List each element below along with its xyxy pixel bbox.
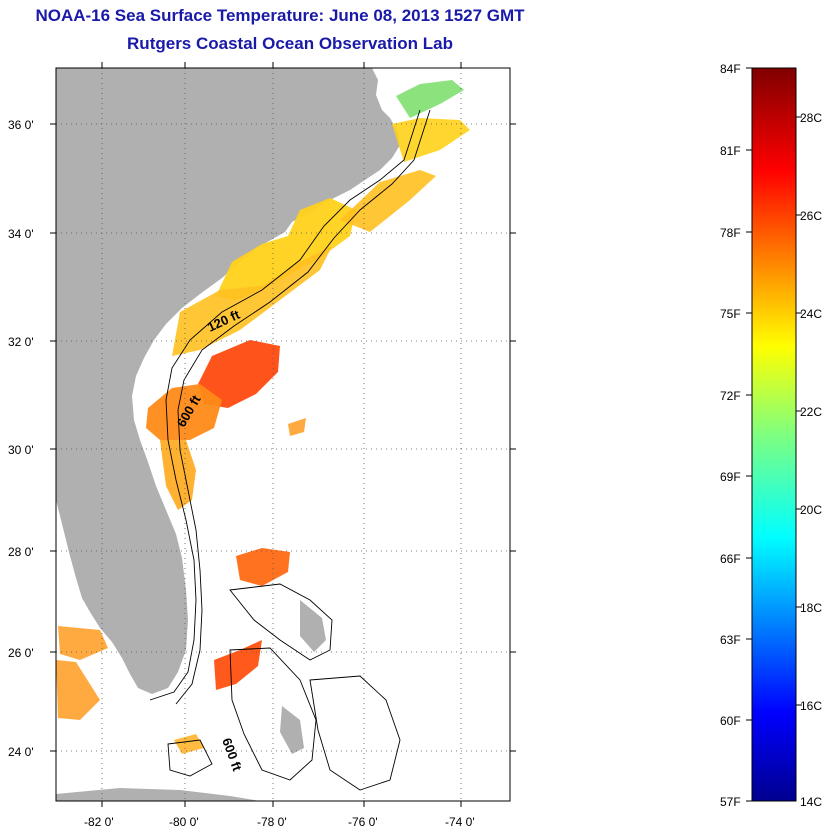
depth-contours — [149, 109, 431, 791]
lon-label-80: -80 0' — [169, 815, 199, 829]
cbar-c-26: 26C — [800, 209, 822, 223]
cbar-c-24: 24C — [800, 307, 822, 321]
map-frame — [55, 67, 511, 802]
colorbar — [751, 67, 797, 802]
cbar-f-81: 81F — [720, 144, 741, 158]
lat-label-30: 30 0' — [8, 443, 34, 457]
cbar-f-84: 84F — [720, 62, 741, 76]
map-title: NOAA-16 Sea Surface Temperature: June 08… — [35, 6, 525, 25]
cbar-c-22: 22C — [800, 405, 822, 419]
cbar-f-60: 60F — [720, 714, 741, 728]
cbar-f-63: 63F — [720, 633, 741, 647]
lat-label-34: 34 0' — [8, 227, 34, 241]
lat-label-28: 28 0' — [8, 545, 34, 559]
lat-label-36: 36 0' — [8, 118, 34, 132]
axis-ticks — [50, 62, 516, 807]
land-cuba — [56, 788, 260, 801]
land-bahamas — [280, 600, 326, 754]
lon-label-78: -78 0' — [257, 815, 287, 829]
cbar-c-18: 18C — [800, 601, 822, 615]
cbar-c-16: 16C — [800, 699, 822, 713]
lat-label-24: 24 0' — [8, 745, 34, 759]
colorbar-ticks — [746, 67, 802, 802]
map-subtitle: Rutgers Coastal Ocean Observation Lab — [127, 34, 453, 53]
cbar-f-72: 72F — [720, 389, 741, 403]
land-mainland — [56, 68, 400, 694]
sst-data — [56, 80, 470, 754]
map-grid — [56, 68, 510, 801]
cbar-f-57: 57F — [720, 795, 741, 809]
lat-label-32: 32 0' — [8, 335, 34, 349]
cbar-f-69: 69F — [720, 470, 741, 484]
lon-label-76: -76 0' — [348, 815, 378, 829]
lon-label-82: -82 0' — [84, 815, 114, 829]
cbar-c-20: 20C — [800, 503, 822, 517]
cbar-f-78: 78F — [720, 226, 741, 240]
lon-label-74: -74 0' — [445, 815, 475, 829]
cbar-f-66: 66F — [720, 552, 741, 566]
lat-label-26: 26 0' — [8, 646, 34, 660]
contour-label-600ft-bahamas: 600 ft — [219, 736, 245, 774]
cbar-c-28: 28C — [800, 111, 822, 125]
cbar-f-75: 75F — [720, 307, 741, 321]
cbar-c-14: 14C — [800, 795, 822, 809]
